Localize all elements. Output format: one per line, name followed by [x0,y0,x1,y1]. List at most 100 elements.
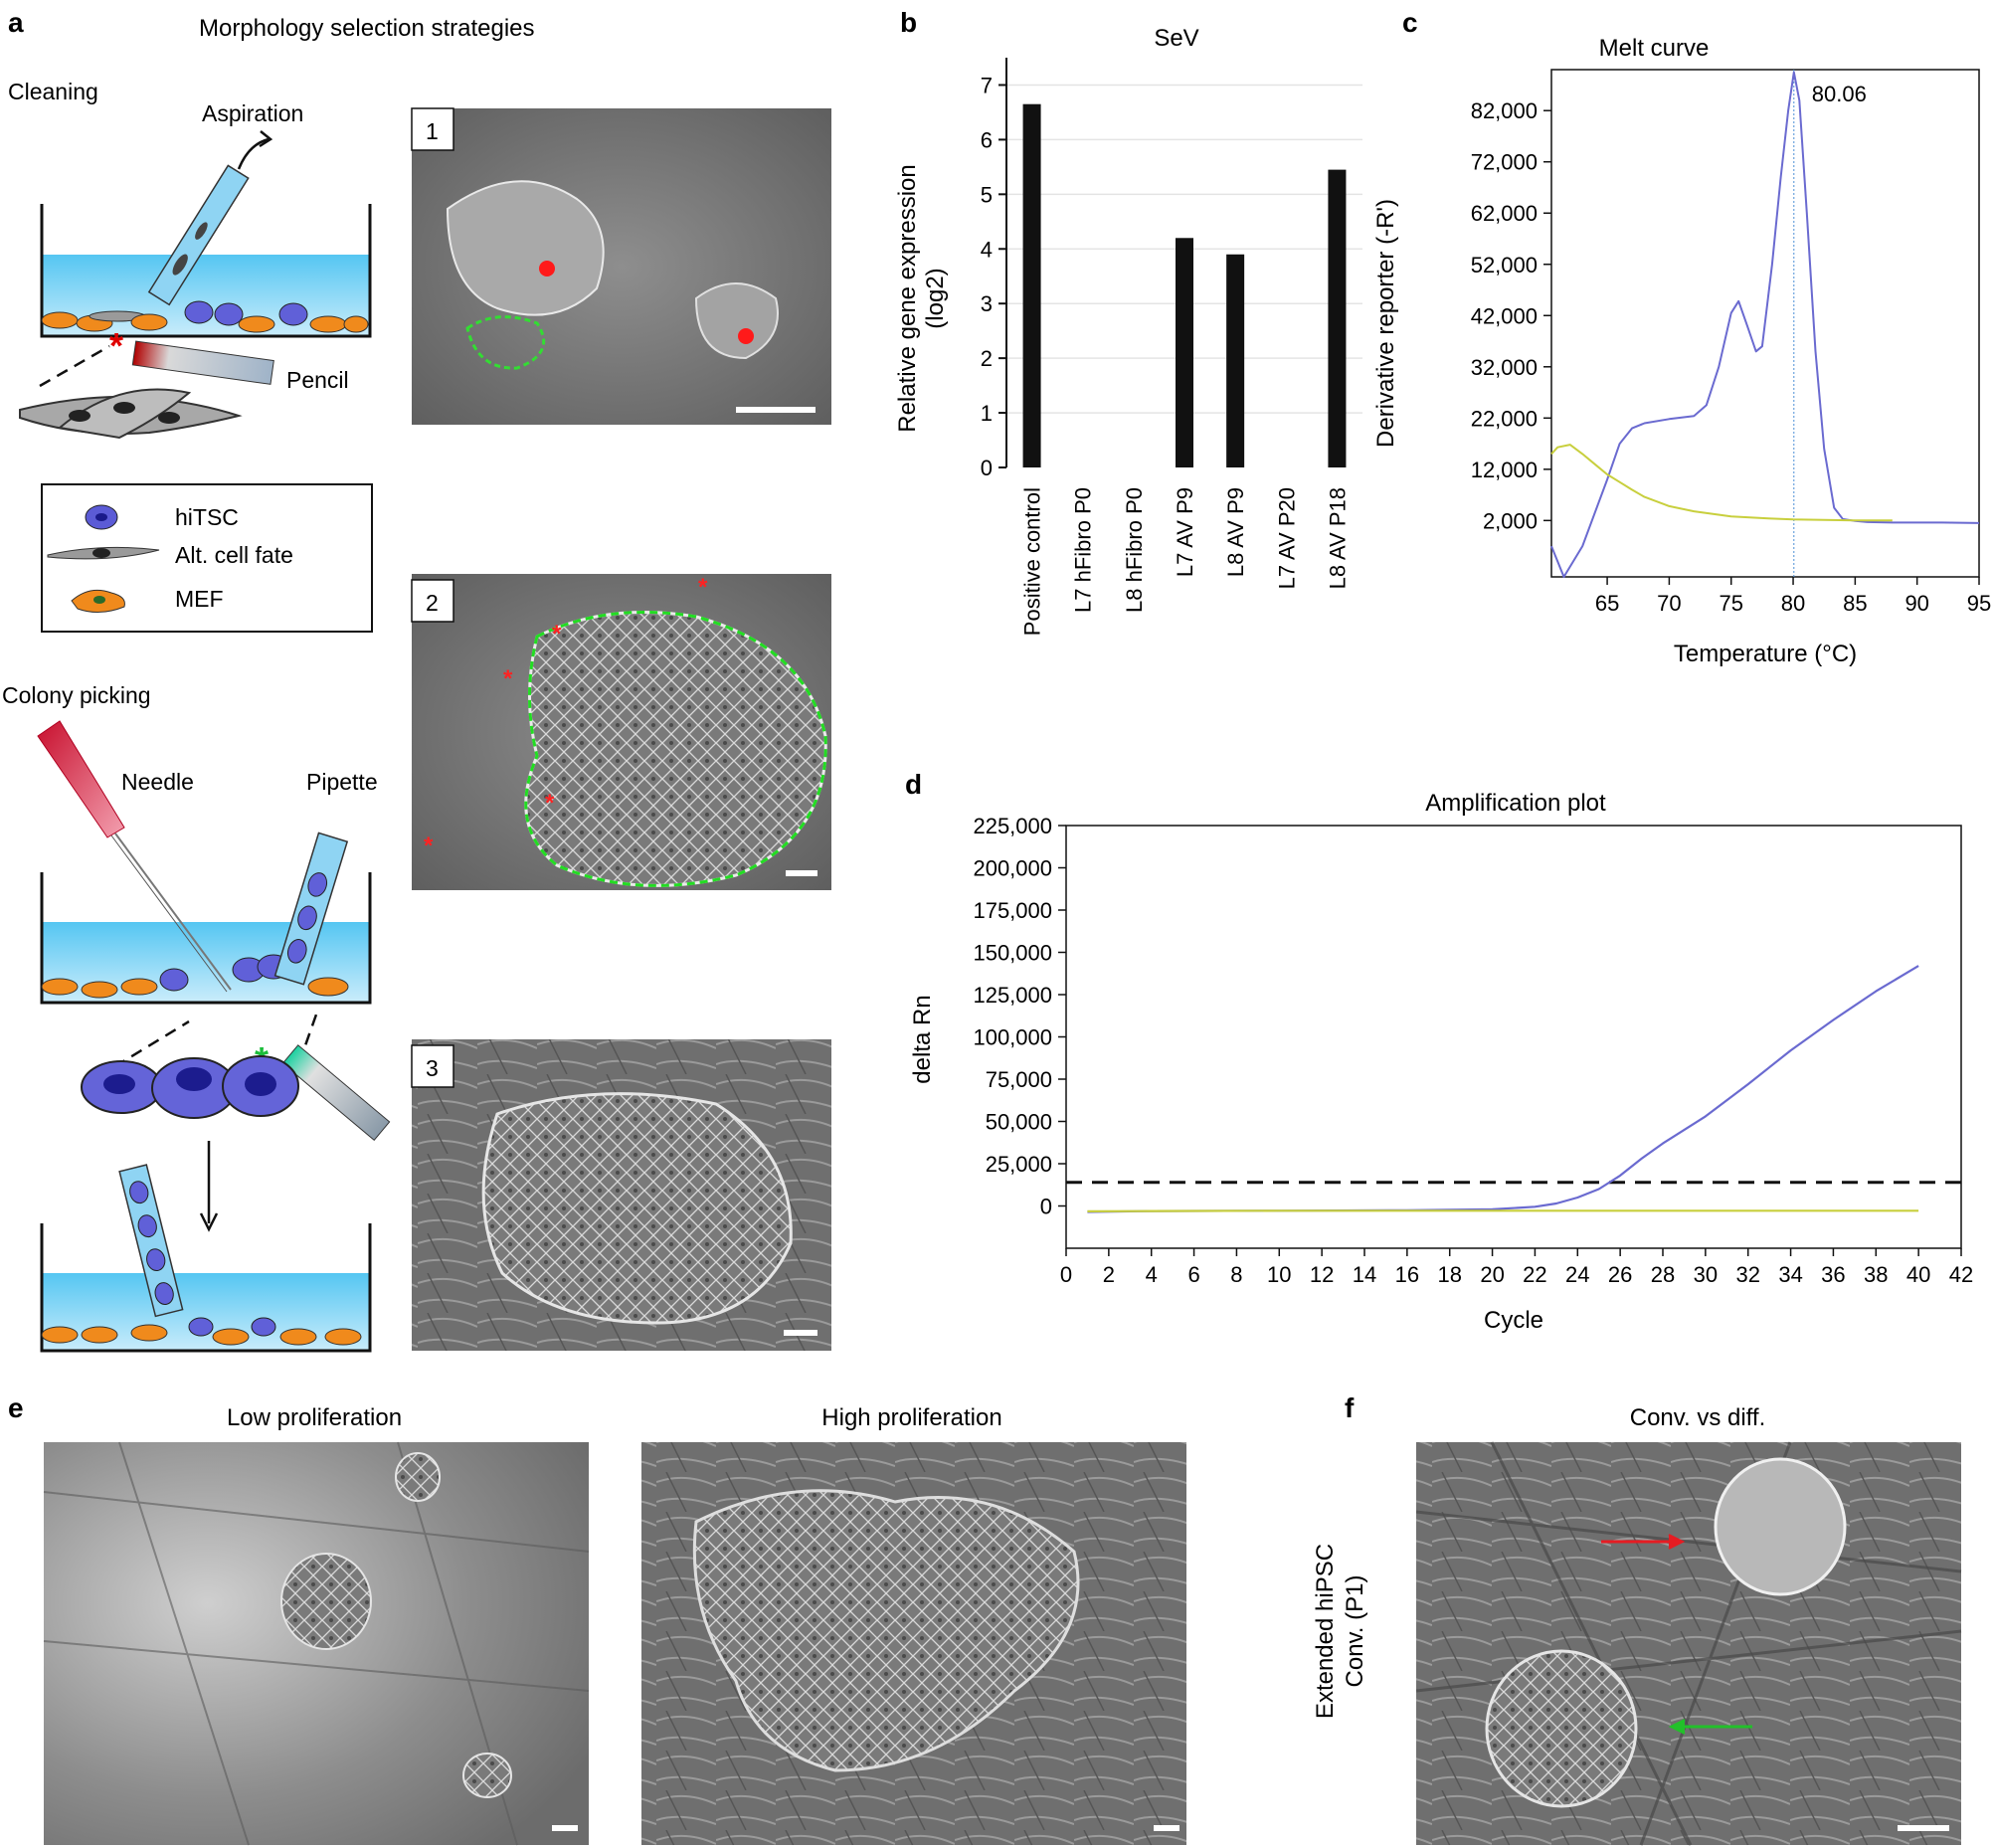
chart-d-ytick-label: 50,000 [986,1110,1052,1135]
chart-c-frame [1550,69,1980,578]
panel-c: c Melt curve 2,000 12,000 22,000 32,000 42,0… [1372,7,1991,667]
chart-b-category-label: L7 hFibro P0 [1071,487,1096,613]
chart-b-title: SeV [1154,25,1198,52]
panel-a-title: Morphology selection strategies [199,15,535,42]
chart-b-x-ticks: Positive control L7 hFibro P0 L8 hFibro P0… [1020,487,1351,636]
chart-d-xtick-label: 18 [1437,1262,1461,1287]
panel-b: b SeV Relative gene expression (log2) 0 1… [894,7,1362,636]
chart-d-xtick-label: 6 [1187,1262,1199,1287]
chart-d-xtick-label: 28 [1651,1262,1675,1287]
panel-e-title-right: High proliferation [821,1404,1001,1431]
chart-b-ytick-label: 0 [981,456,993,480]
chart-d-xtick-label: 26 [1608,1262,1632,1287]
chart-d-xtick-label: 34 [1778,1262,1802,1287]
colony-picking-dish [40,832,372,1005]
micrograph-low-proliferation [43,1441,590,1846]
micrograph-high-proliferation [641,1442,1186,1845]
micrograph-2: * * * * * 2 [411,574,831,890]
chart-d-ytick-label: 25,000 [986,1152,1052,1177]
chart-d-xtick-label: 42 [1949,1262,1973,1287]
svg-text:*: * [545,790,555,817]
chart-c-xtick-label: 95 [1967,591,1991,616]
chart-b-bar [1176,238,1193,467]
pipette-label: Pipette [306,769,378,795]
chart-d-xtick-label: 40 [1906,1262,1930,1287]
hitsc-colony-cluster [81,1055,299,1119]
chart-d-xtick-label: 24 [1565,1262,1589,1287]
chart-d-xtick-label: 16 [1395,1262,1419,1287]
chart-b-bars [1022,103,1347,468]
chart-d-xtick-label: 14 [1353,1262,1376,1287]
panel-e: e Low proliferation High proliferation [8,1392,1186,1846]
panel-label-e: e [8,1392,24,1423]
chart-b-category-label: L8 AV P18 [1325,487,1350,589]
chart-c-ylabel: Derivative reporter (-R') [1372,199,1399,448]
svg-text:*: * [552,621,562,647]
chart-c-xtick-label: 70 [1657,591,1681,616]
chart-b-category-label: L7 AV P9 [1173,487,1197,577]
chart-d-frame [1065,825,1962,1249]
cleaning-dish [40,130,372,338]
chart-b-y-ticks: 0 1 2 3 4 5 6 7 [981,73,1006,480]
micrograph-conv-vs-diff [1415,1441,1962,1846]
chart-c-ytick-label: 62,000 [1471,201,1538,226]
chart-c-xlabel: Temperature (°C) [1674,641,1857,667]
chart-d-title: Amplification plot [1425,790,1606,817]
chart-d-ytick-label: 200,000 [973,856,1052,881]
chart-d-xtick-label: 30 [1694,1262,1718,1287]
svg-text:*: * [698,574,708,601]
chart-c-xtick-label: 80 [1781,591,1805,616]
chart-c-ytick-label: 32,000 [1471,355,1538,380]
chart-d-x-ticks: 0 2 4 6 8 10 12 14 16 18 20 22 24 26 28 30 32 34 36 38 40 42 [1060,1248,1973,1287]
chart-c-series-line [1550,71,1980,578]
chart-c-ytick-label: 12,000 [1471,458,1538,482]
chart-c-series [1550,71,1980,578]
chart-d-xtick-label: 22 [1523,1262,1546,1287]
chart-d-y-ticks: 0 25,000 50,000 75,000 100,000 125,000 150,000… [973,814,1066,1219]
chart-b-ytick-label: 2 [981,346,993,371]
chart-d-xtick-label: 32 [1735,1262,1759,1287]
panel-label-b: b [900,7,917,38]
panel-label-a: a [8,7,24,38]
chart-b-ytick-label: 6 [981,127,993,152]
micrograph-number-2: 2 [426,590,439,616]
chart-c-ytick-label: 82,000 [1471,98,1538,123]
aspiration-label: Aspiration [202,100,303,126]
chart-d-ytick-label: 125,000 [973,983,1052,1008]
needle-icon [37,720,232,993]
replating-dish [40,1164,372,1353]
chart-b-category-label: L8 hFibro P0 [1122,487,1147,613]
chart-c-ytick-label: 72,000 [1471,150,1538,175]
chart-c-ytick-label: 2,000 [1483,508,1538,533]
chart-c-title: Melt curve [1599,35,1710,62]
chart-d-xtick-label: 4 [1146,1262,1158,1287]
pipette-icon [273,832,349,986]
chart-d-series-line [1087,1209,1919,1212]
chart-d-xtick-label: 2 [1103,1262,1115,1287]
micrograph-1: 1 [411,107,831,425]
svg-text:*: * [424,832,434,859]
panel-d: d Amplification plot 0 25,000 50,000 75,000… [905,769,1973,1334]
cell-layer [41,300,369,333]
chart-c-xtick-label: 85 [1843,591,1867,616]
chart-b-ylabel-line1: Relative gene expression [894,164,921,433]
chart-d-xtick-label: 8 [1230,1262,1242,1287]
chart-d-xtick-label: 38 [1864,1262,1888,1287]
chart-b-category-label: L8 AV P9 [1223,487,1248,577]
chart-d-ytick-label: 225,000 [973,814,1052,838]
chart-b-ytick-label: 7 [981,73,993,97]
cell-legend: hiTSC Alt. cell fate MEF [41,483,373,633]
chart-d-ytick-label: 100,000 [973,1025,1052,1050]
chart-d-series [1087,965,1919,1213]
legend-label-1: Alt. cell fate [175,542,293,568]
chart-d-xlabel: Cycle [1484,1307,1543,1334]
chart-b-bar [1328,169,1347,467]
svg-text:*: * [503,665,513,692]
legend-label-0: hiTSC [175,504,239,530]
chart-c-x-ticks: 65 70 75 80 85 90 95 [1595,577,1991,616]
svg-text:*: * [109,325,123,366]
chart-c-xtick-label: 65 [1595,591,1619,616]
chart-b-ytick-label: 1 [981,401,993,426]
legend-label-2: MEF [175,586,224,612]
